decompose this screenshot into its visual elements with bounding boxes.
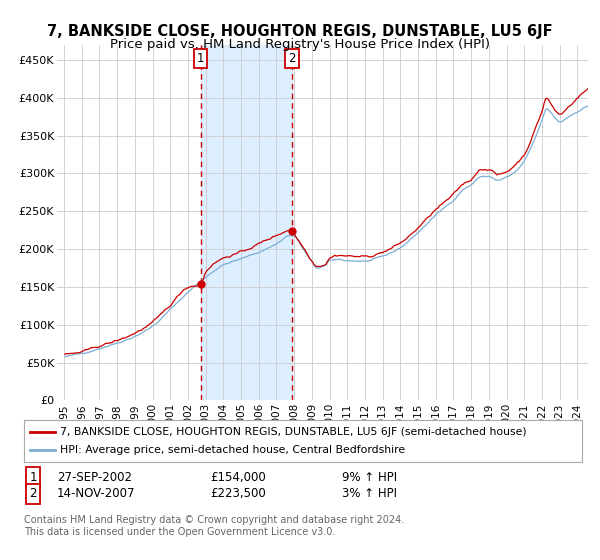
Bar xyxy=(200,45,292,400)
Text: Contains HM Land Registry data © Crown copyright and database right 2024.: Contains HM Land Registry data © Crown c… xyxy=(24,515,404,525)
Text: 2: 2 xyxy=(288,53,296,66)
Text: 3% ↑ HPI: 3% ↑ HPI xyxy=(342,487,397,501)
Text: 1: 1 xyxy=(197,53,204,66)
Text: HPI: Average price, semi-detached house, Central Bedfordshire: HPI: Average price, semi-detached house,… xyxy=(60,445,406,455)
Text: 1: 1 xyxy=(29,470,37,484)
Text: This data is licensed under the Open Government Licence v3.0.: This data is licensed under the Open Gov… xyxy=(24,527,335,537)
Text: £154,000: £154,000 xyxy=(210,470,266,484)
Text: 2: 2 xyxy=(29,487,37,501)
Text: 14-NOV-2007: 14-NOV-2007 xyxy=(57,487,136,501)
Text: £223,500: £223,500 xyxy=(210,487,266,501)
Text: 9% ↑ HPI: 9% ↑ HPI xyxy=(342,470,397,484)
Text: 27-SEP-2002: 27-SEP-2002 xyxy=(57,470,132,484)
Text: 7, BANKSIDE CLOSE, HOUGHTON REGIS, DUNSTABLE, LU5 6JF (semi-detached house): 7, BANKSIDE CLOSE, HOUGHTON REGIS, DUNST… xyxy=(60,427,527,437)
Text: 7, BANKSIDE CLOSE, HOUGHTON REGIS, DUNSTABLE, LU5 6JF: 7, BANKSIDE CLOSE, HOUGHTON REGIS, DUNST… xyxy=(47,24,553,39)
Text: Price paid vs. HM Land Registry's House Price Index (HPI): Price paid vs. HM Land Registry's House … xyxy=(110,38,490,51)
